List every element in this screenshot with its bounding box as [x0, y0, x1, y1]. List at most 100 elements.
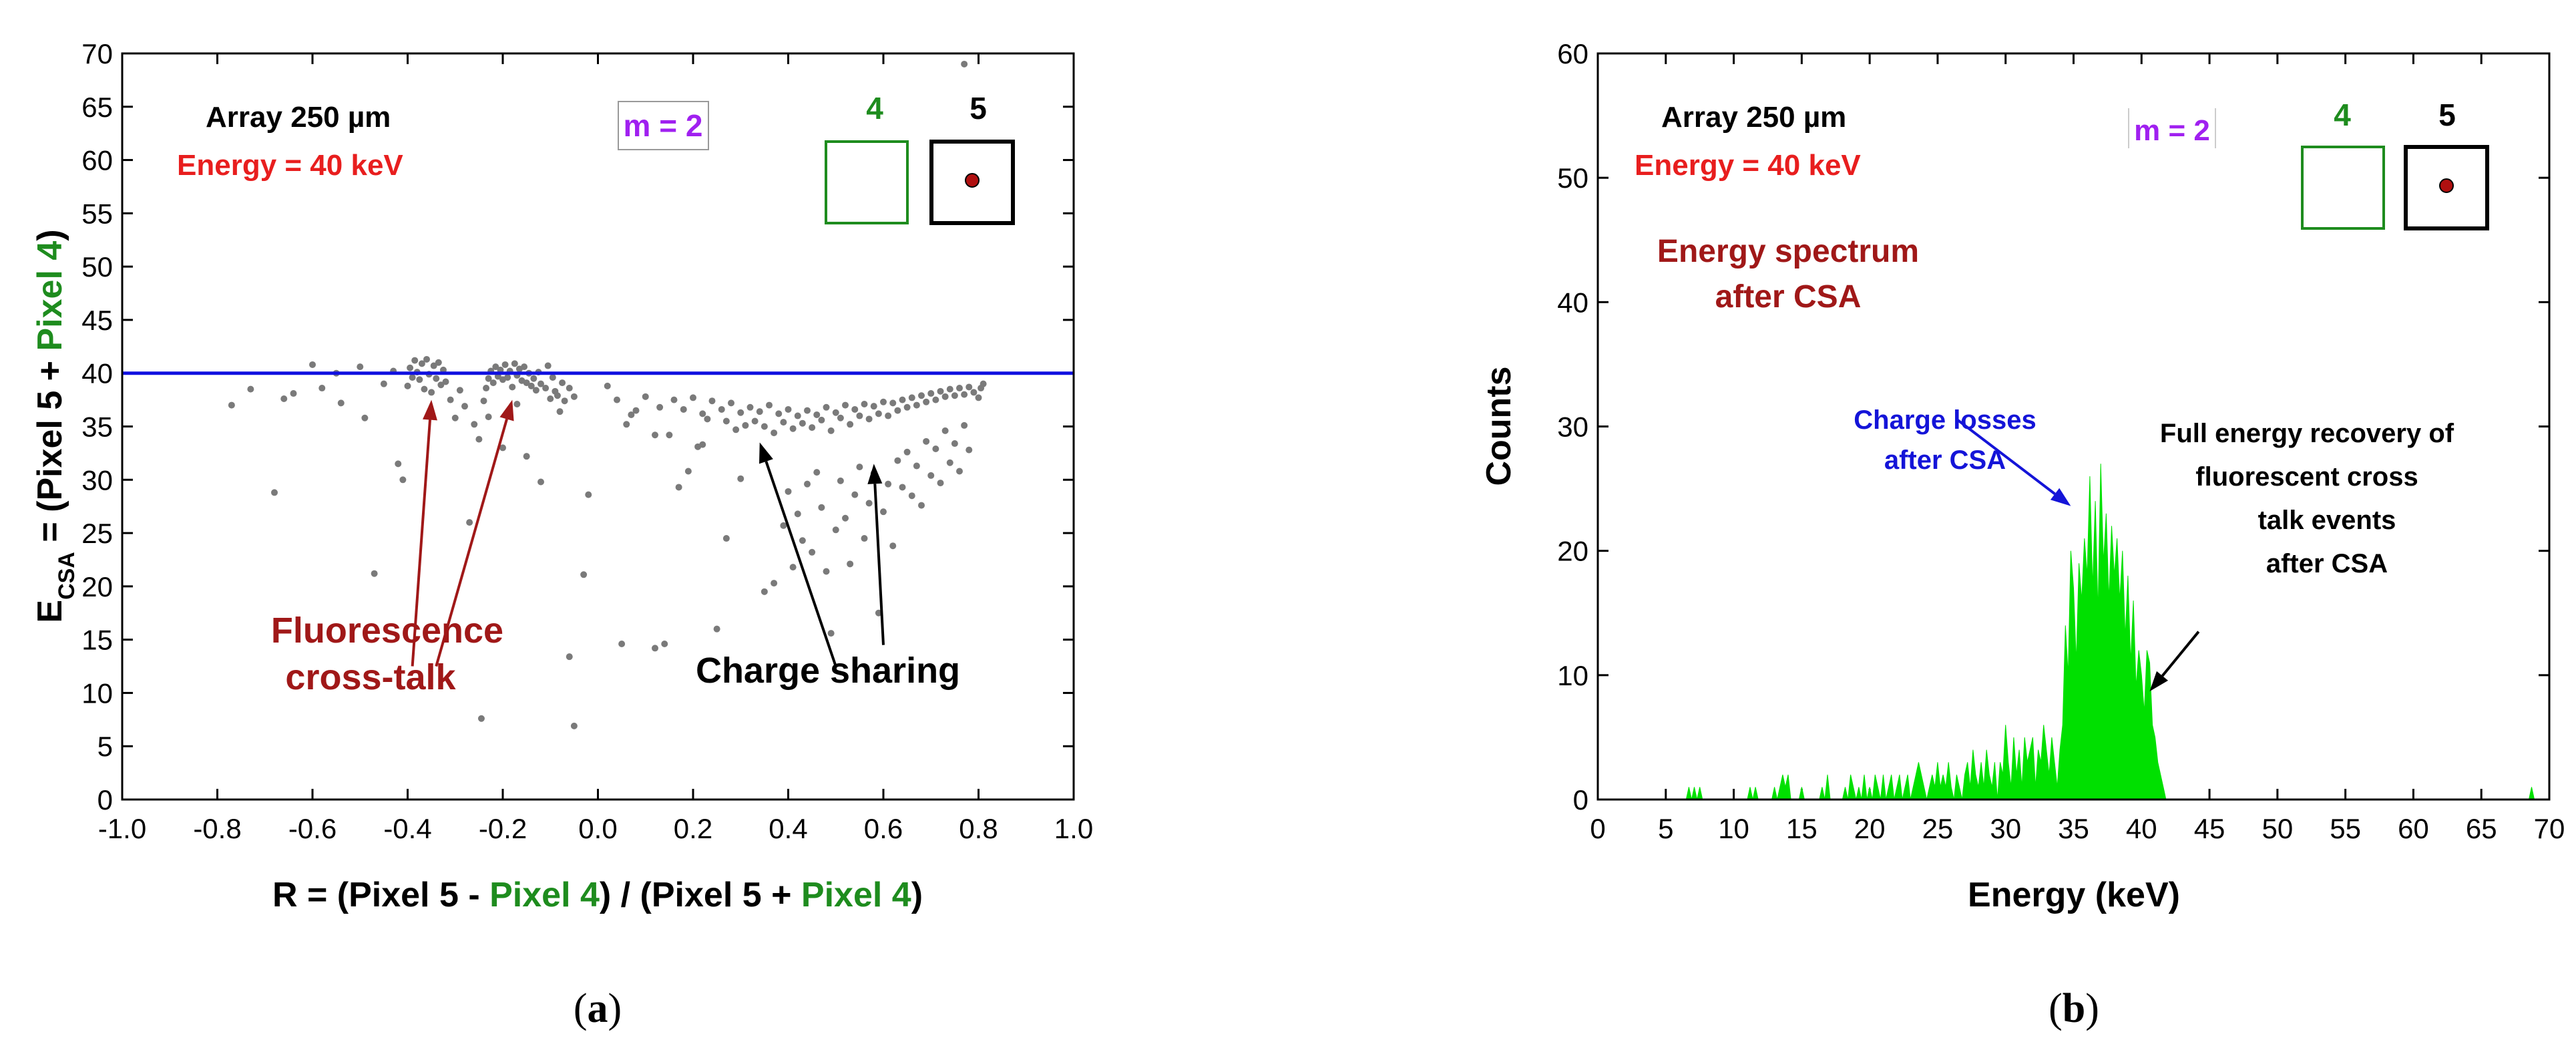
panel-b-spectrum-label-2: after CSA	[1715, 279, 1862, 315]
panel-b-y-tick-label-4: 40	[1557, 287, 1588, 318]
scatter-point-62	[530, 375, 538, 382]
scatter-point-93	[656, 403, 664, 411]
panel-b-x-tick-label-13: 65	[2466, 813, 2497, 844]
scatter-point-146	[913, 401, 920, 409]
panel-b-caption-open: (	[2049, 986, 2063, 1031]
label-part-0: E	[31, 600, 69, 623]
scatter-point-87	[614, 396, 620, 403]
scatter-point-12	[380, 380, 387, 387]
scatter-point-188	[894, 457, 901, 464]
panel-b-x-tick-label-3: 15	[1786, 813, 1817, 844]
scatter-point-197	[937, 480, 944, 487]
scatter-point-45	[489, 379, 497, 387]
scatter-point-104	[713, 625, 720, 633]
panel-a-arrow-head-1	[499, 399, 514, 421]
panel-a-x-tick-label-8: 0.6	[864, 813, 903, 844]
scatter-point-135	[861, 400, 868, 407]
scatter-point-204	[737, 475, 744, 482]
scatter-point-107	[728, 399, 734, 407]
scatter-point-139	[880, 398, 887, 405]
scatter-point-117	[775, 410, 783, 417]
scatter-point-154	[951, 392, 958, 399]
scatter-point-51	[504, 374, 511, 381]
scatter-point-114	[761, 423, 768, 430]
scatter-point-159	[975, 394, 982, 401]
scatter-point-179	[851, 491, 859, 498]
scatter-point-113	[756, 408, 763, 415]
scatter-point-22	[418, 360, 425, 367]
scatter-point-67	[544, 362, 552, 369]
scatter-point-36	[461, 403, 468, 410]
scatter-point-195	[927, 472, 935, 479]
scatter-point-102	[704, 415, 711, 423]
panel-a-m-box	[618, 101, 709, 150]
panel-b-x-tick-label-2: 10	[1718, 813, 1749, 844]
scatter-point-99	[690, 394, 696, 401]
scatter-point-203	[965, 446, 973, 454]
scatter-point-175	[832, 526, 839, 534]
panel-a-pixel5-square	[929, 140, 1015, 225]
panel-b-charge-losses-label-1: Charge losses	[1854, 405, 2036, 435]
scatter-point-194	[923, 437, 930, 445]
scatter-point-199	[946, 459, 953, 466]
scatter-point-27	[430, 362, 437, 369]
scatter-point-111	[746, 403, 754, 411]
scatter-point-94	[661, 641, 668, 648]
scatter-point-125	[813, 411, 821, 418]
panel-b-frame	[1596, 52, 2551, 801]
scatter-point-144	[903, 403, 911, 411]
scatter-point-17	[407, 364, 414, 371]
scatter-point-96	[670, 396, 678, 403]
scatter-point-122	[799, 419, 806, 427]
scatter-point-155	[956, 385, 963, 392]
scatter-point-11	[371, 570, 378, 577]
panel-a-arrow-head-2	[759, 442, 773, 464]
panel-a-energy-label: Energy = 40 keV	[177, 149, 403, 182]
scatter-point-109	[737, 409, 744, 416]
panel-b-y-axis-label: Counts	[1480, 366, 1518, 486]
panel-a-x-tick-label-9: 0.8	[959, 813, 998, 844]
scatter-point-97	[680, 405, 687, 413]
scatter-point-165	[785, 488, 792, 495]
panel-a-y-tick-label-0: 0	[97, 784, 113, 816]
scatter-point-92	[652, 645, 658, 652]
scatter-point-205	[722, 535, 730, 542]
scatter-point-124	[809, 424, 816, 431]
panel-a-y-tick-label-9: 45	[81, 305, 113, 336]
panel-a-x-tick-label-10: 1.0	[1054, 813, 1093, 844]
panel-b-x-tick-label-14: 70	[2534, 813, 2565, 844]
panel-b-ticks: 0 5 10 15 20 25 30 35 40 45 50 55 60 65 70010203040506…	[1557, 38, 2565, 844]
label-part-4: )	[31, 229, 69, 240]
panel-a-y-axis-label: ECSA = (Pixel 5 + Pixel 4)	[31, 229, 79, 623]
scatter-point-192	[913, 462, 920, 470]
panel-a-x-tick-label-2: -0.6	[288, 813, 337, 844]
panel-b-x-tick-label-8: 40	[2126, 813, 2157, 844]
scatter-point-85	[585, 491, 592, 498]
panel-a-ticks: -1.0 -0.8 -0.6 -0.4 -0.2 0.0 0.2 0.4 0.6 0.8 1.0 0 5…	[81, 38, 1093, 844]
scatter-point-164	[780, 522, 787, 529]
scatter-point-176	[837, 477, 844, 484]
panel-b-pixel5-dot	[2439, 178, 2454, 193]
scatter-point-118	[780, 419, 787, 426]
scatter-point-123	[804, 407, 811, 414]
scatter-point-88	[618, 641, 626, 648]
panel-a-arrow-shaft-3	[873, 484, 885, 645]
panel-a-x-tick-label-3: -0.4	[383, 813, 431, 844]
scatter-point-143	[899, 396, 906, 403]
panel-b-y-tick-label-1: 10	[1557, 660, 1588, 691]
scatter-point-191	[908, 492, 915, 500]
panel-a-pixel5-dot	[965, 173, 980, 188]
scatter-point-170	[809, 548, 816, 556]
scatter-point-83	[570, 722, 578, 729]
scatter-point-147	[918, 392, 925, 399]
scatter-point-161	[980, 380, 987, 387]
scatter-point-59	[523, 379, 530, 387]
scatter-point-6	[318, 385, 326, 392]
scatter-point-137	[870, 403, 877, 410]
scatter-point-150	[932, 396, 939, 403]
scatter-point-73	[559, 379, 566, 387]
scatter-point-75	[566, 385, 573, 392]
panel-b-spectrum: 0 5 10 15 20 25 30 35 40 45 50 55 60 65 70010203040506…	[1480, 38, 2565, 1031]
scatter-point-206	[699, 441, 706, 448]
panel-a-charge-sharing-label: Charge sharing	[696, 651, 960, 691]
